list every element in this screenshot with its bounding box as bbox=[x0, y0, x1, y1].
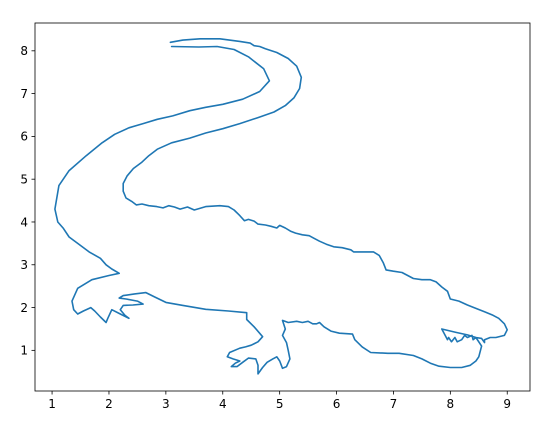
x-tick-label: 7 bbox=[390, 397, 398, 411]
x-tick-label: 2 bbox=[105, 397, 113, 411]
plot-area bbox=[54, 37, 509, 375]
y-tick-label: 5 bbox=[20, 172, 28, 186]
series-line bbox=[54, 37, 509, 375]
y-tick-label: 2 bbox=[20, 301, 28, 315]
y-axis-ticks: 1 2 3 4 5 6 7 8 bbox=[20, 44, 35, 358]
x-tick-label: 3 bbox=[162, 397, 170, 411]
x-tick-label: 8 bbox=[447, 397, 455, 411]
x-tick-label: 9 bbox=[503, 397, 511, 411]
y-tick-label: 4 bbox=[20, 215, 28, 229]
x-axis-ticks: 1 2 3 4 5 6 7 8 9 bbox=[48, 391, 511, 411]
x-tick-label: 1 bbox=[48, 397, 56, 411]
x-tick-label: 6 bbox=[333, 397, 341, 411]
y-tick-label: 6 bbox=[20, 130, 28, 144]
x-tick-label: 5 bbox=[276, 397, 284, 411]
y-tick-label: 1 bbox=[20, 344, 28, 358]
x-tick-label: 4 bbox=[219, 397, 227, 411]
axes-frame bbox=[34, 22, 531, 392]
y-tick-label: 7 bbox=[20, 87, 28, 101]
y-tick-label: 3 bbox=[20, 258, 28, 272]
y-tick-label: 8 bbox=[20, 44, 28, 58]
